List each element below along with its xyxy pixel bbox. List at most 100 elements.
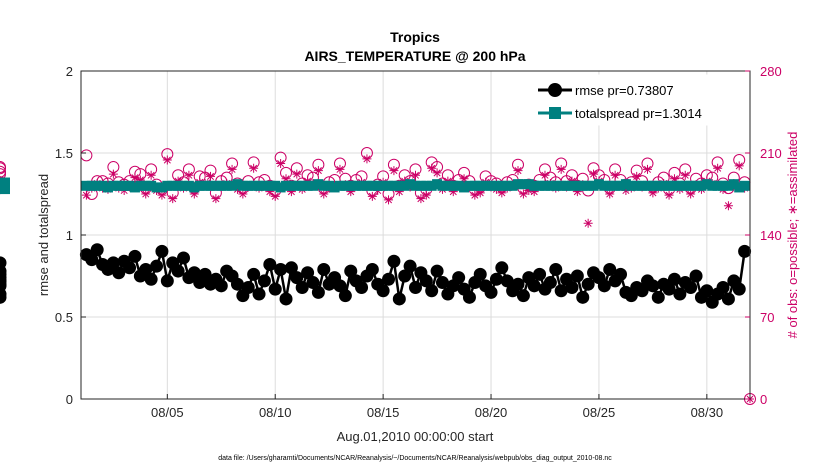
totalspread-marker xyxy=(631,180,642,191)
ticks: 08/05 08/10 08/15 08/20 08/25 08/30 0 0.5 1 1.5 2 0… xyxy=(55,64,782,420)
rmse-marker xyxy=(489,272,503,286)
rmse-marker xyxy=(128,249,142,263)
totalspread-marker xyxy=(491,180,502,191)
x-tick-label: 08/05 xyxy=(151,405,184,420)
totalspread-marker xyxy=(361,180,372,191)
rmse-marker xyxy=(344,264,358,278)
totalspread-marker xyxy=(81,180,92,191)
totalspread-marker xyxy=(626,180,637,191)
rmse-marker xyxy=(511,277,525,291)
totalspread-marker xyxy=(583,180,594,191)
totalspread-marker xyxy=(318,180,329,191)
totalspread-marker xyxy=(254,180,265,191)
totalspread-marker xyxy=(378,180,389,191)
obs-assimilated-marker xyxy=(524,185,534,195)
totalspread-marker xyxy=(437,180,448,191)
obs-assimilated-marker xyxy=(276,159,286,169)
totalspread-marker xyxy=(637,180,648,191)
rmse-marker xyxy=(160,274,174,288)
rmse-marker xyxy=(241,280,255,294)
x-tick-label: 08/30 xyxy=(691,405,724,420)
obs-assimilated-marker xyxy=(205,171,215,181)
obs-assimilated-marker xyxy=(642,164,652,174)
totalspread-marker xyxy=(281,180,292,191)
rmse-marker xyxy=(462,290,476,304)
x-tick-label: 08/20 xyxy=(475,405,508,420)
obs-assimilated-marker xyxy=(335,164,345,174)
totalspread-marker xyxy=(707,180,718,191)
obs-assimilated-marker xyxy=(470,190,480,200)
totalspread-marker xyxy=(712,180,723,191)
rmse-marker xyxy=(662,282,676,296)
totalspread-marker xyxy=(658,180,669,191)
obs-assimilated-marker xyxy=(686,189,696,199)
y-tick-label: 0.5 xyxy=(55,310,73,325)
obs-assimilated-marker xyxy=(130,173,140,183)
rmse-marker xyxy=(533,267,547,281)
rmse-marker xyxy=(257,274,271,288)
y-tick-label: 0 xyxy=(66,392,73,407)
rmse-marker xyxy=(263,258,277,272)
obs-assimilated-marker xyxy=(286,187,296,197)
rmse-marker xyxy=(565,280,579,294)
rmse-marker xyxy=(171,264,185,278)
legend-rmse-marker xyxy=(548,83,562,97)
obs-assimilated-marker xyxy=(211,194,221,204)
totalspread-marker xyxy=(194,180,205,191)
obs-assimilated-marker xyxy=(135,175,145,185)
totalspread-marker xyxy=(523,179,534,190)
obs-assimilated-marker xyxy=(610,170,620,180)
rmse-marker xyxy=(721,292,735,306)
rmse-marker xyxy=(112,266,126,280)
totalspread-marker xyxy=(124,180,135,191)
totalspread-marker xyxy=(615,180,626,191)
totalspread-marker xyxy=(593,179,604,190)
totalspread-marker xyxy=(119,180,130,191)
obs-assimilated-marker xyxy=(265,187,275,197)
totalspread-marker xyxy=(189,182,200,193)
y-right-tick-label: 140 xyxy=(760,228,782,243)
totalspread-marker xyxy=(351,180,362,191)
totalspread-series xyxy=(0,177,750,195)
totalspread-marker xyxy=(421,180,432,191)
obs-assimilated-marker xyxy=(518,189,528,199)
obs-possible-marker xyxy=(0,162,6,175)
obs-assimilated-marker xyxy=(367,191,377,201)
totalspread-marker xyxy=(113,180,124,191)
rmse-marker xyxy=(732,282,746,296)
obs-assimilated-marker xyxy=(475,188,485,198)
totalspread-marker xyxy=(513,179,524,190)
totalspread-marker xyxy=(464,180,475,191)
totalspread-marker xyxy=(545,180,556,191)
totalspread-marker xyxy=(183,180,194,191)
totalspread-marker xyxy=(146,180,157,191)
obs-assimilated-marker xyxy=(448,187,458,197)
totalspread-marker xyxy=(469,180,480,191)
totalspread-marker xyxy=(550,180,561,191)
totalspread-marker xyxy=(680,180,691,191)
rmse-marker xyxy=(198,267,212,281)
totalspread-marker xyxy=(102,182,113,193)
totalspread-marker xyxy=(561,180,572,191)
rmse-marker xyxy=(123,261,137,275)
obs-assimilated-marker xyxy=(270,191,280,201)
rmse-marker xyxy=(382,272,396,286)
rmse-marker xyxy=(452,271,466,285)
totalspread-marker xyxy=(388,180,399,191)
totalspread-marker xyxy=(459,182,470,193)
obs-assimilated-marker xyxy=(529,187,539,197)
rmse-marker xyxy=(187,266,201,280)
totalspread-marker xyxy=(653,180,664,191)
rmse-marker xyxy=(90,243,104,257)
legend-spread-label: totalspread pr=1.3014 xyxy=(575,106,702,121)
obs-assimilated-marker xyxy=(249,163,259,173)
totalspread-marker xyxy=(556,180,567,191)
rmse-marker xyxy=(301,266,315,280)
totalspread-marker xyxy=(486,180,497,191)
rmse-marker xyxy=(106,256,120,270)
totalspread-marker xyxy=(410,180,421,191)
rmse-marker xyxy=(398,269,412,283)
totalspread-marker xyxy=(507,180,518,191)
obs-assimilated-marker xyxy=(146,170,156,180)
